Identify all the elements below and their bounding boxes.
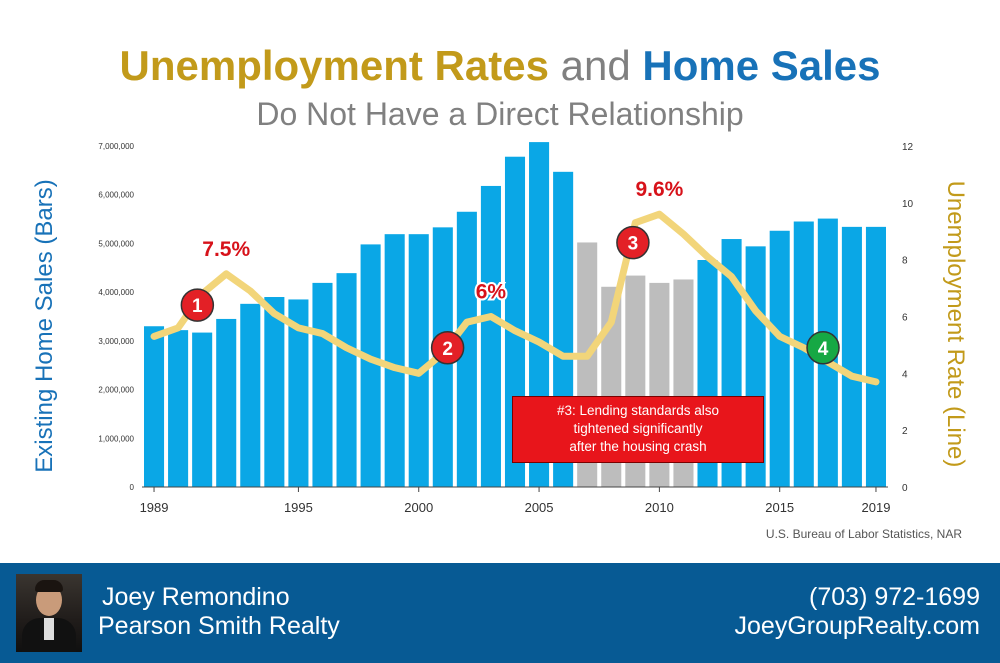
x-tick-label: 2015 [765, 500, 794, 515]
marker-circle-4 [806, 331, 840, 365]
y-right-tick-label: 4 [902, 369, 908, 380]
marker-number-1: 1 [192, 296, 203, 317]
bar-2018 [841, 226, 862, 487]
title-and: and [560, 42, 631, 89]
y-left-tick-label: 2,000,000 [98, 386, 134, 395]
bar-1990 [168, 330, 189, 487]
chart-title: Unemployment Rates and Home Sales [0, 42, 1000, 90]
marker-circle-1 [180, 288, 215, 322]
y-right-tick-label: 10 [902, 199, 914, 210]
bar-1993 [240, 303, 261, 487]
bar-1994 [264, 297, 285, 487]
chart-subtitle: Do Not Have a Direct Relationship [256, 96, 744, 132]
callout-label-1: 7.5% [202, 238, 250, 261]
bar-2000 [408, 234, 429, 487]
marker-circle-2 [430, 331, 465, 365]
title-unemployment: Unemployment Rates [119, 42, 549, 89]
y-left-tick-label: 7,000,000 [98, 142, 134, 151]
y-left-tick-label: 0 [130, 483, 135, 492]
source-note: U.S. Bureau of Labor Statistics, NAR [765, 527, 962, 541]
agent-shirt [44, 618, 54, 640]
annotation-line-2: tightened significantly [573, 421, 703, 436]
y-right-tick-label: 6 [902, 313, 908, 324]
footer-bar: Joey Remondino Pearson Smith Realty (703… [0, 563, 1000, 663]
agent-website[interactable]: JoeyGroupRealty.com [734, 612, 980, 640]
x-tick-label: 2000 [404, 500, 433, 515]
agent-company: Pearson Smith Realty [98, 612, 340, 640]
y-left-tick-label: 4,000,000 [98, 288, 134, 297]
callout-label-2: 6% [476, 281, 507, 304]
marker-circle-3 [616, 225, 650, 260]
marker-number-3: 3 [628, 234, 639, 255]
agent-photo [16, 574, 82, 652]
annotation-line-3: after the housing crash [569, 439, 707, 454]
x-tick-label: 1995 [284, 500, 313, 515]
agent-hair [35, 580, 63, 592]
unemployment-line [150, 210, 880, 386]
bar-1998 [360, 244, 381, 487]
y-right-tick-label: 2 [902, 426, 908, 437]
agent-phone[interactable]: (703) 972-1699 [809, 583, 980, 611]
annotation-box: #3: Lending standards also tightened sig… [512, 396, 764, 463]
bar-2002 [456, 211, 477, 487]
annotation-line-1: #3: Lending standards also [556, 403, 720, 418]
callout-label-3: 9.6% [635, 178, 683, 201]
y-left-tick-label: 1,000,000 [98, 434, 134, 443]
bar-1999 [384, 234, 405, 487]
marker-number-2: 2 [442, 339, 453, 360]
x-tick-label: 2005 [525, 500, 554, 515]
y-left-tick-label: 5,000,000 [98, 239, 134, 248]
bar-2015 [769, 230, 790, 487]
agent-name: Joey Remondino [102, 583, 290, 611]
y-right-tick-label: 8 [902, 256, 908, 267]
title-home-sales: Home Sales [642, 42, 881, 89]
x-tick-label: 2010 [645, 500, 674, 515]
bar-1997 [336, 273, 357, 487]
bar-1996 [312, 282, 333, 487]
x-tick-label: 1989 [140, 500, 169, 515]
bar-1995 [288, 299, 309, 487]
bar-1989 [144, 326, 165, 487]
y-right-tick-label: 0 [902, 483, 908, 494]
y-left-tick-label: 3,000,000 [98, 337, 134, 346]
combo-chart: 0 1,000,000 2,000,000 3,000,000 4,000,000 5,0… [98, 142, 914, 515]
bar-1992 [216, 318, 237, 487]
bar-2003 [480, 185, 501, 487]
y-right-tick-label: 12 [902, 142, 914, 153]
bar-2016 [793, 221, 814, 487]
marker-number-4: 4 [818, 339, 829, 360]
y-left-tick-label: 6,000,000 [98, 191, 134, 200]
bar-2019 [865, 226, 886, 487]
bar-1991 [192, 332, 213, 487]
x-tick-label: 2019 [862, 500, 891, 515]
